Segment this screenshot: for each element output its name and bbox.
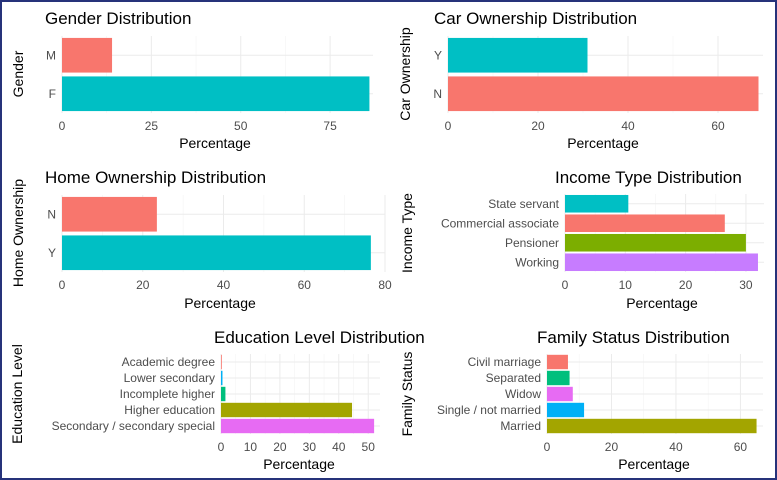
y-tick-label: Widow	[505, 387, 541, 401]
x-tick-label: 0	[218, 440, 225, 454]
y-tick-label: F	[49, 87, 56, 101]
y-tick-label: Commercial associate	[441, 216, 559, 230]
chart-title: Income Type Distribution	[555, 168, 742, 187]
y-tick-label: Academic degree	[122, 355, 216, 369]
panel-4: Working Pensioner Commercial associate Stat…	[399, 168, 764, 311]
x-tick-label: 60	[298, 278, 312, 292]
x-tick-label: 10	[244, 440, 258, 454]
chart-title: Car Ownership Distribution	[434, 9, 637, 28]
y-tick-label: Incomplete higher	[120, 387, 215, 401]
x-tick-label: 30	[303, 440, 317, 454]
panel-2: N Y 0 20 40 60 Car Ownership Distribution Perce…	[397, 9, 763, 151]
bar-civil-marriage	[547, 354, 568, 370]
bar-n	[62, 196, 157, 232]
bar-working	[565, 253, 758, 272]
y-tick-label: Single / not married	[437, 403, 541, 417]
y-tick-label: M	[46, 48, 56, 62]
bar-single-not-married	[547, 402, 585, 418]
x-tick-label: 75	[323, 119, 337, 133]
x-tick-label: 40	[217, 278, 231, 292]
bar-secondary-secondary-special	[221, 418, 375, 434]
y-tick-label: Separated	[486, 371, 541, 385]
x-tick-label: 20	[273, 440, 287, 454]
x-tick-label: 20	[605, 440, 619, 454]
chart-title: Family Status Distribution	[537, 328, 730, 347]
x-axis-label: Percentage	[263, 456, 335, 472]
x-axis-label: Percentage	[626, 295, 698, 311]
x-tick-label: 0	[445, 119, 452, 133]
y-axis-label: Income Type	[399, 193, 415, 273]
bar-married	[547, 418, 757, 434]
y-tick-label: N	[47, 207, 56, 221]
x-tick-label: 50	[234, 119, 248, 133]
bar-y	[448, 37, 588, 73]
x-tick-label: 10	[619, 278, 633, 292]
x-tick-label: 80	[378, 278, 392, 292]
bar-academic-degree	[221, 354, 222, 370]
x-tick-label: 60	[734, 440, 748, 454]
x-tick-label: 20	[679, 278, 693, 292]
panel-5: Secondary / secondary special Higher educ…	[9, 328, 425, 472]
bar-y	[62, 235, 371, 271]
x-tick-label: 50	[362, 440, 376, 454]
y-axis-label: Car Ownership	[397, 27, 413, 121]
y-tick-label: Higher education	[124, 403, 215, 417]
y-axis-label: Education Level	[9, 344, 25, 444]
y-axis-label: Home Ownership	[10, 179, 26, 287]
y-tick-label: Y	[434, 48, 442, 62]
x-tick-label: 0	[544, 440, 551, 454]
x-tick-label: 30	[739, 278, 753, 292]
x-tick-label: 0	[562, 278, 569, 292]
y-tick-label: State servant	[488, 197, 559, 211]
bar-incomplete-higher	[221, 386, 226, 402]
y-tick-label: Y	[48, 246, 56, 260]
x-tick-label: 20	[531, 119, 545, 133]
bar-widow	[547, 386, 573, 402]
x-tick-label: 60	[711, 119, 725, 133]
chart-title: Home Ownership Distribution	[45, 168, 266, 187]
x-axis-label: Percentage	[618, 456, 690, 472]
x-tick-label: 25	[145, 119, 159, 133]
bar-separated	[547, 370, 570, 386]
x-tick-label: 40	[332, 440, 346, 454]
x-tick-label: 40	[621, 119, 635, 133]
panel-6: Married Single / not married Widow Separate…	[399, 328, 763, 472]
x-tick-label: 40	[669, 440, 683, 454]
bar-n	[448, 76, 759, 112]
y-tick-label: Lower secondary	[124, 371, 215, 385]
y-tick-label: Civil marriage	[468, 355, 542, 369]
y-tick-label: Working	[515, 255, 559, 269]
bar-pensioner	[565, 233, 746, 252]
bar-commercial-associate	[565, 214, 725, 233]
x-axis-label: Percentage	[567, 135, 639, 151]
y-axis-label: Family Status	[399, 352, 415, 437]
y-axis-label: Gender	[10, 50, 26, 97]
y-tick-label: N	[433, 87, 442, 101]
panel-1: F M 0 25 50 75 Gender Distribution Percentage Ge…	[10, 9, 373, 151]
bar-state-servant	[565, 194, 629, 213]
bar-lower-secondary	[221, 370, 223, 386]
bar-higher-education	[221, 402, 353, 418]
x-axis-label: Percentage	[184, 295, 256, 311]
x-tick-label: 20	[136, 278, 150, 292]
x-tick-label: 0	[59, 278, 66, 292]
chart-title: Education Level Distribution	[214, 328, 425, 347]
bar-f	[62, 76, 370, 112]
panel-3: Y N 0 20 40 60 80 Home Ownership Distribution Pe…	[10, 168, 392, 311]
chart-title: Gender Distribution	[45, 9, 191, 28]
y-tick-label: Pensioner	[505, 236, 559, 250]
x-tick-label: 0	[59, 119, 66, 133]
y-tick-label: Married	[500, 419, 541, 433]
bar-m	[62, 37, 113, 73]
x-axis-label: Percentage	[179, 135, 251, 151]
y-tick-label: Secondary / secondary special	[52, 419, 215, 433]
